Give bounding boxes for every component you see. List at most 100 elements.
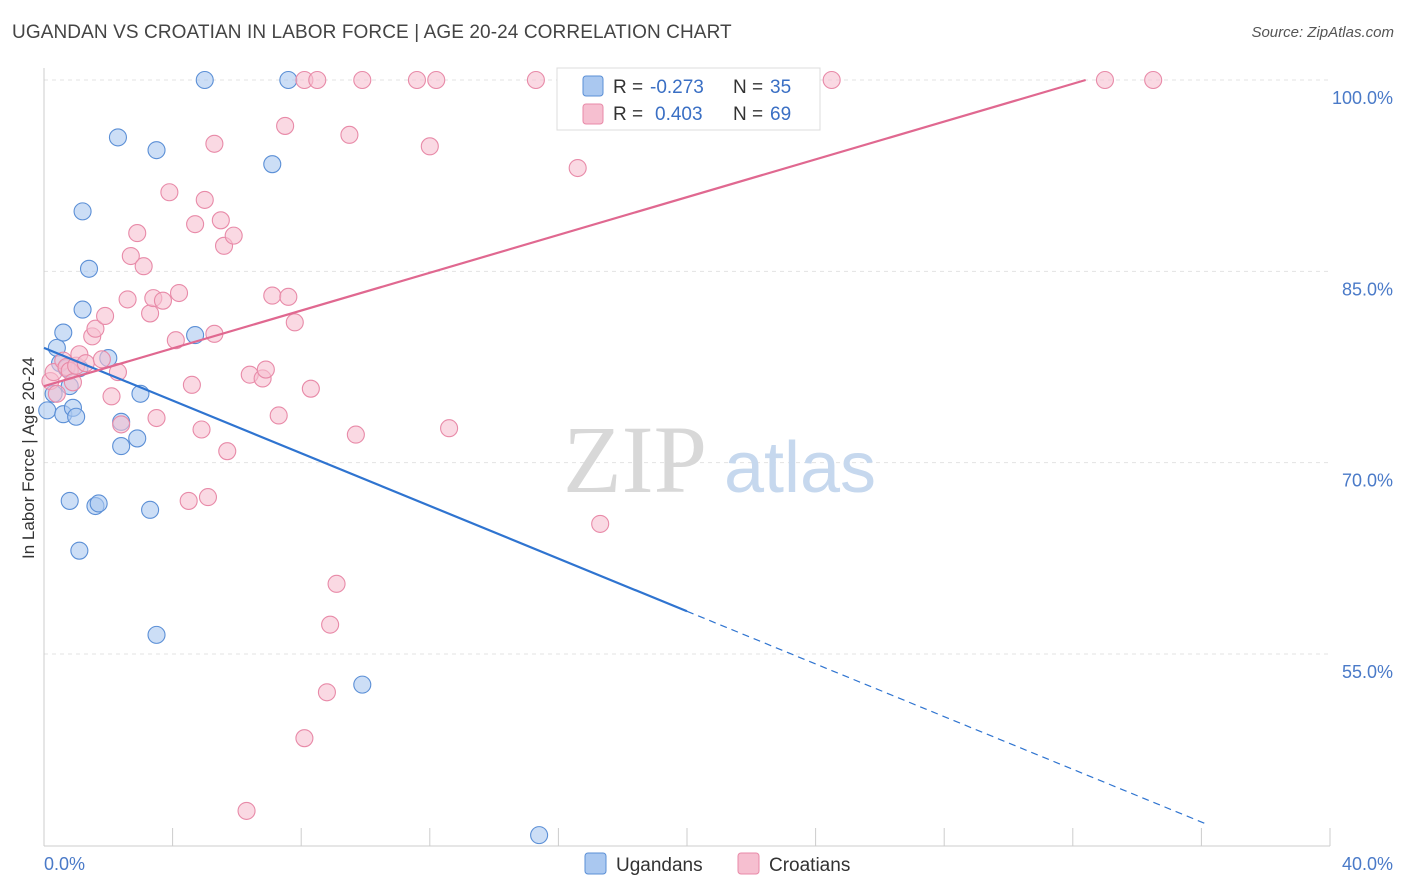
croatians-point-47 <box>279 287 298 306</box>
ugandans-point-21 <box>112 437 131 456</box>
y-tick-label-0: 55.0% <box>1342 662 1393 682</box>
croatians-point-57 <box>346 425 365 444</box>
croatians-point-29 <box>182 375 201 394</box>
croatians-swatch <box>582 103 604 125</box>
croatians-point-54 <box>321 615 340 634</box>
stats-legend: R = -0.273 N = 35 R = 0.403 N = 69 <box>556 67 821 131</box>
croatians-point-24 <box>153 291 173 310</box>
croatians-point-13 <box>96 306 115 326</box>
croatians-point-28 <box>179 491 198 510</box>
croatians-point-67 <box>1095 70 1114 90</box>
grid-lines <box>44 79 1330 655</box>
ugandans-point-19 <box>108 128 127 147</box>
legend-croatians-swatch <box>737 852 760 875</box>
croatians-point-14 <box>102 387 121 406</box>
ugandans-n-value: 35 <box>770 77 791 98</box>
legend-ugandans-label: Ugandans <box>616 855 703 876</box>
croatians-point-21 <box>141 304 160 323</box>
croatians-point-31 <box>192 420 211 439</box>
croatians-point-17 <box>118 290 137 309</box>
croatians-point-58 <box>353 70 372 90</box>
ugandans-point-25 <box>147 141 166 160</box>
croatians-point-38 <box>218 442 237 461</box>
watermark-zip: ZIP <box>563 406 707 513</box>
croatians-point-16 <box>112 415 131 434</box>
ugandans-point-17 <box>89 494 108 513</box>
chart-source: Source: ZipAtlas.com <box>1251 24 1394 41</box>
ugandans-r-value: -0.273 <box>650 77 704 98</box>
croatians-point-18 <box>121 246 140 266</box>
croatians-point-34 <box>205 134 224 153</box>
watermark-atlas: atlas <box>724 428 876 508</box>
croatians-point-36 <box>211 211 230 230</box>
ugandans-point-24 <box>141 500 160 519</box>
croatians-point-25 <box>160 183 179 202</box>
croatians-point-44 <box>263 286 282 305</box>
croatians-point-2 <box>47 384 66 403</box>
croatians-point-52 <box>308 70 327 90</box>
y-axis-title: In Labor Force | Age 20-24 <box>19 357 38 559</box>
ugandans-point-13 <box>73 202 92 221</box>
croatians-point-19 <box>128 224 147 243</box>
ugandans-n-label: N = <box>733 77 763 98</box>
croatians-point-11 <box>86 319 105 338</box>
ugandans-point-22 <box>128 429 147 448</box>
legend-croatians-label: Croatians <box>769 855 850 876</box>
croatians-point-62 <box>440 419 459 438</box>
ugandans-point-14 <box>73 300 92 319</box>
croatians-point-56 <box>340 125 359 144</box>
ugandans-point-5 <box>54 323 73 342</box>
ugandans-point-28 <box>195 70 214 90</box>
croatians-point-12 <box>92 350 111 369</box>
croatians-point-63 <box>526 70 545 90</box>
croatians-point-32 <box>195 190 214 209</box>
chart-title: UGANDAN VS CROATIAN IN LABOR FORCE | AGE… <box>12 22 732 43</box>
croatians-point-65 <box>591 514 610 533</box>
ugandans-points <box>38 70 549 845</box>
croatians-point-20 <box>134 257 153 276</box>
croatians-point-33 <box>198 488 218 507</box>
ugandans-point-32 <box>530 826 549 845</box>
croatians-point-60 <box>420 137 439 156</box>
axes <box>43 68 1331 847</box>
ugandans-point-0 <box>38 401 57 420</box>
croatians-point-64 <box>568 158 587 178</box>
croatians-point-50 <box>295 729 314 748</box>
y-tick-label-3: 100.0% <box>1332 88 1393 108</box>
ugandans-swatch <box>582 75 604 97</box>
croatians-r-value: 0.403 <box>655 104 703 125</box>
ugandans-point-12 <box>70 541 89 560</box>
y-tick-label-1: 70.0% <box>1342 471 1393 491</box>
ugandans-point-8 <box>60 491 79 510</box>
ugandans-point-29 <box>263 155 282 174</box>
ugandans-trend-line <box>43 346 688 613</box>
ugandans-point-31 <box>353 675 372 694</box>
croatians-point-23 <box>147 408 166 428</box>
croatians-n-value: 69 <box>770 104 791 125</box>
croatians-point-39 <box>224 226 243 245</box>
y-tick-labels: 55.0% 70.0% 85.0% 100.0% <box>1332 88 1393 682</box>
croatians-point-59 <box>407 70 426 90</box>
ugandans-r-label: R = <box>613 77 643 98</box>
series-legend: Ugandans Croatians <box>584 852 850 876</box>
y-tick-label-2: 85.0% <box>1342 279 1393 299</box>
ugandans-trend-line-extrapolated <box>686 610 1209 826</box>
croatians-point-30 <box>186 215 205 234</box>
x-tick-label-1: 40.0% <box>1342 854 1393 874</box>
croatians-point-45 <box>269 406 288 425</box>
croatians-point-48 <box>285 313 304 332</box>
croatians-point-43 <box>256 360 275 379</box>
watermark: ZIP atlas <box>563 406 876 513</box>
croatians-point-66 <box>822 70 841 90</box>
croatians-point-51 <box>301 379 320 398</box>
croatians-point-53 <box>317 683 336 702</box>
ugandans-point-26 <box>147 625 166 644</box>
ugandans-point-30 <box>279 70 298 90</box>
legend-ugandans-swatch <box>584 852 607 875</box>
croatians-point-68 <box>1144 70 1163 90</box>
croatians-n-label: N = <box>733 104 763 125</box>
croatians-point-61 <box>427 70 446 90</box>
x-tick-labels: 0.0% 40.0% <box>44 854 1393 874</box>
x-tick-label-0: 0.0% <box>44 854 85 874</box>
